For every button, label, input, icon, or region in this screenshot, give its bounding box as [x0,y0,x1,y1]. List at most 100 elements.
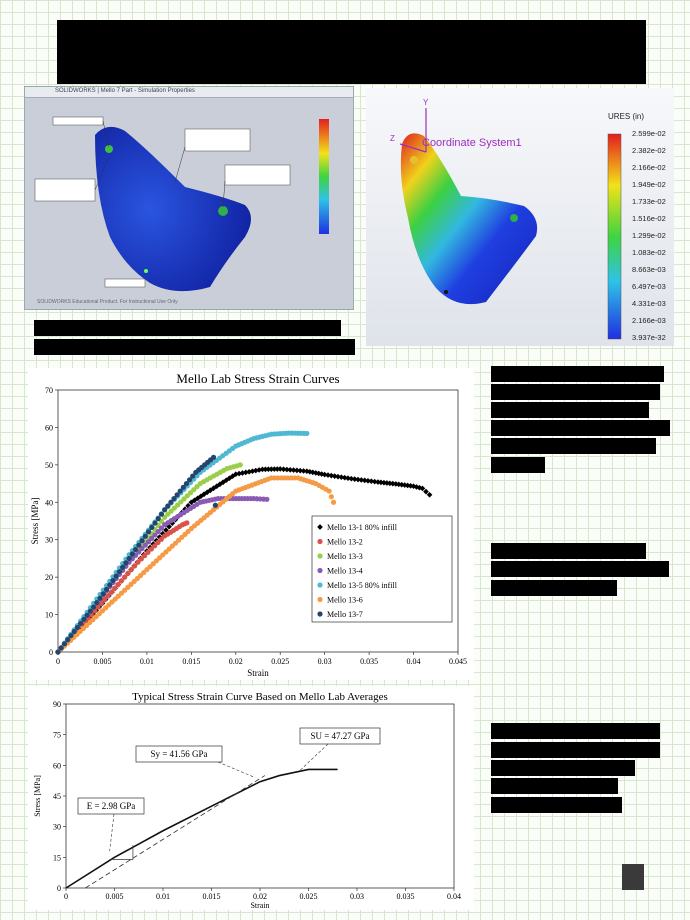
chart1-point [102,597,108,603]
chart1-point [152,543,158,549]
chart1-xtick-label: 0.015 [182,657,200,666]
chart1-point [184,520,190,526]
chart2-slope-triangle [109,845,134,860]
chart1-point [371,478,378,485]
chart1-xtick-label: 0.03 [318,657,332,666]
chart1-legend-label: Mello 13-7 [327,610,363,619]
chart2-annotation-su: SU = 47.27 GPa [310,731,369,741]
side-note-redaction-1a [491,366,664,382]
chart1-point [97,595,103,601]
chart1-point [171,505,177,511]
chart1-point [108,589,114,595]
chart1-title: Mello Lab Stress Strain Curves [176,371,339,386]
chart1-point [280,466,287,473]
chart1-xtick-label: 0.02 [229,657,243,666]
chart1-point [183,480,190,487]
page-corner-button[interactable] [622,864,644,890]
chart1-point [113,573,119,579]
chart1-point [74,624,80,631]
chart2-xtick-label: 0.015 [203,892,221,901]
chart1-point [165,503,171,509]
chart1-legend-marker [317,596,323,603]
chart2-xtick-label: 0.03 [350,892,364,901]
chart1-legend-label: Mello 13-6 [327,596,363,605]
chart1-point [162,507,168,513]
chart1-point [135,559,141,565]
chart2-ytick-label: 15 [53,853,61,862]
legend-value-3: 1.949e-02 [632,180,666,189]
chart2-leader-su [298,743,329,772]
fea-toolbar-title: SOLIDWORKS | Mello 7 Part - Simulation P… [55,88,195,94]
chart1-point [184,493,190,499]
chart1-point [136,542,142,548]
side-note-redaction-3c [491,760,635,776]
chart1-point [180,484,186,490]
chart2-xtick-label: 0.035 [397,892,415,901]
chart1-legend-marker [317,567,323,574]
chart1-point [139,538,145,544]
chart1-ytick-label: 10 [45,611,53,620]
chart1-plot-area [57,389,459,653]
chart1-point [55,649,61,655]
chart1-point [78,620,84,627]
chart1-point [237,462,243,468]
chart1-legend-label: Mello 13-3 [327,552,363,561]
chart1-point [155,516,161,522]
chart1-point [178,499,184,505]
chart1-point [158,536,164,542]
chart1-ytick-label: 50 [45,461,53,470]
chart1-point [90,604,97,610]
chart1-xtick-label: 0.01 [140,657,154,666]
chart2-xtick-label: 0.005 [106,892,124,901]
legend-value-1: 2.382e-02 [632,146,666,155]
chart1-point [264,496,270,502]
chart2-ytick-label: 0 [57,884,61,893]
chart1-point [361,477,368,484]
chart1-point [165,511,171,517]
chart1-point [158,511,165,517]
chart1-point [126,555,132,562]
chart1-point [132,563,138,569]
chart2-svg: Typical Stress Strain Curve Based on Mel… [33,691,461,910]
fea-toolbar: SOLIDWORKS | Mello 7 Part - Simulation P… [25,87,353,98]
chart1-point [426,491,433,498]
chart1-point [128,567,134,573]
chart1-point [149,535,155,541]
chart1-point [351,476,358,482]
side-note-redaction-3b [491,742,660,758]
chart1-point [142,542,148,548]
side-note-redaction-3a [491,723,660,739]
legend-value-11: 2.166e-03 [632,316,666,325]
legend-value-6: 1.299e-02 [632,231,666,240]
chart1-point [168,508,174,514]
chart2-ytick-label: 60 [53,761,61,770]
chart1-point [158,525,165,531]
side-note-redaction-1f [491,457,545,473]
chart1-xtick-label: 0.035 [360,657,378,666]
chart1-series-1 [55,520,190,655]
chart1-point [155,539,161,546]
chart1-xtick-label: 0.04 [407,657,421,666]
chart1-point [58,645,64,651]
chart1-point [171,495,177,502]
chart1-legend-marker [317,611,323,617]
chart1-point [116,569,123,575]
chart1-point [268,466,275,472]
chart1-ytick-label: 40 [45,498,53,507]
chart1-point [277,466,284,472]
legend-title: URES (in) [608,112,645,121]
side-note-redaction-2c [491,580,617,596]
chart2-annotation-su-box [299,727,381,745]
legend-value-5: 1.516e-02 [632,214,666,223]
chart1-point [149,524,155,531]
header-redaction [57,20,646,84]
chart1-point [145,539,152,545]
chart2-leader-e [109,813,115,852]
chart1-point [100,591,106,597]
caption-redaction-1 [34,320,341,336]
chart1-point [271,466,278,472]
chart1-point [107,582,113,588]
chart1-ytick-label: 60 [45,423,53,432]
chart2-ytick-label: 75 [53,731,61,740]
chart1-point [105,593,111,599]
